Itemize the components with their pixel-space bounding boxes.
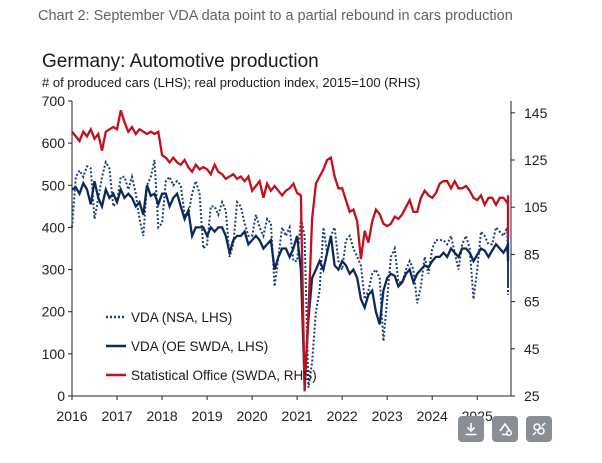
chart-toolbar: [458, 416, 552, 442]
x-tick-label: 2022: [327, 408, 358, 424]
left-tick-label: 0: [57, 388, 65, 404]
right-tick-label: 45: [524, 341, 540, 357]
share-button[interactable]: [492, 416, 518, 442]
x-tick-label: 2021: [282, 408, 313, 424]
chart-caption: Chart 2: September VDA data point to a p…: [38, 8, 513, 24]
left-tick-label: 300: [42, 262, 66, 278]
chart-title: Germany: Automotive production: [42, 51, 319, 72]
series-line-vda-swda: [71, 180, 510, 384]
left-tick-label: 400: [42, 219, 66, 235]
x-tick-label: 2023: [372, 408, 403, 424]
right-tick-label: 25: [524, 388, 540, 404]
x-tick-label: 2024: [417, 408, 448, 424]
x-axis-ticks: 2016201720182019202020212022202320242025: [56, 396, 493, 424]
x-tick-label: 2017: [101, 408, 132, 424]
chart-subtitle: # of produced cars (LHS); real productio…: [42, 75, 420, 90]
right-tick-label: 85: [524, 246, 540, 262]
expand-icon: [532, 422, 546, 436]
series-line-statistical-office: [71, 110, 510, 392]
legend-label-statistical-office: Statistical Office (SWDA, RHS): [131, 368, 317, 383]
right-tick-label: 65: [524, 294, 540, 310]
right-axis-ticks: 25 45 65 85 105 125 145: [511, 105, 548, 404]
expand-button[interactable]: [526, 416, 552, 442]
left-tick-label: 700: [42, 93, 66, 109]
x-tick-label: 2019: [191, 408, 222, 424]
share-icon: [499, 422, 512, 436]
left-tick-label: 200: [42, 304, 66, 320]
left-tick-label: 100: [42, 346, 66, 362]
left-tick-label: 500: [42, 177, 66, 193]
right-tick-label: 145: [524, 105, 548, 121]
legend-label-vda-swda: VDA (OE SWDA, LHS): [131, 339, 268, 354]
legend-label-vda-nsa: VDA (NSA, LHS): [131, 310, 232, 325]
x-tick-label: 2018: [146, 408, 177, 424]
legend: VDA (NSA, LHS) VDA (OE SWDA, LHS) Statis…: [106, 310, 317, 383]
x-tick-label: 2020: [237, 408, 268, 424]
left-axis-ticks: 0 100 200 300 400 500 600 700: [42, 93, 72, 404]
download-button[interactable]: [458, 416, 484, 442]
x-tick-label: 2016: [56, 408, 87, 424]
left-tick-label: 600: [42, 135, 66, 151]
right-tick-label: 105: [524, 199, 548, 215]
download-icon: [465, 423, 477, 436]
right-tick-label: 125: [524, 152, 548, 168]
